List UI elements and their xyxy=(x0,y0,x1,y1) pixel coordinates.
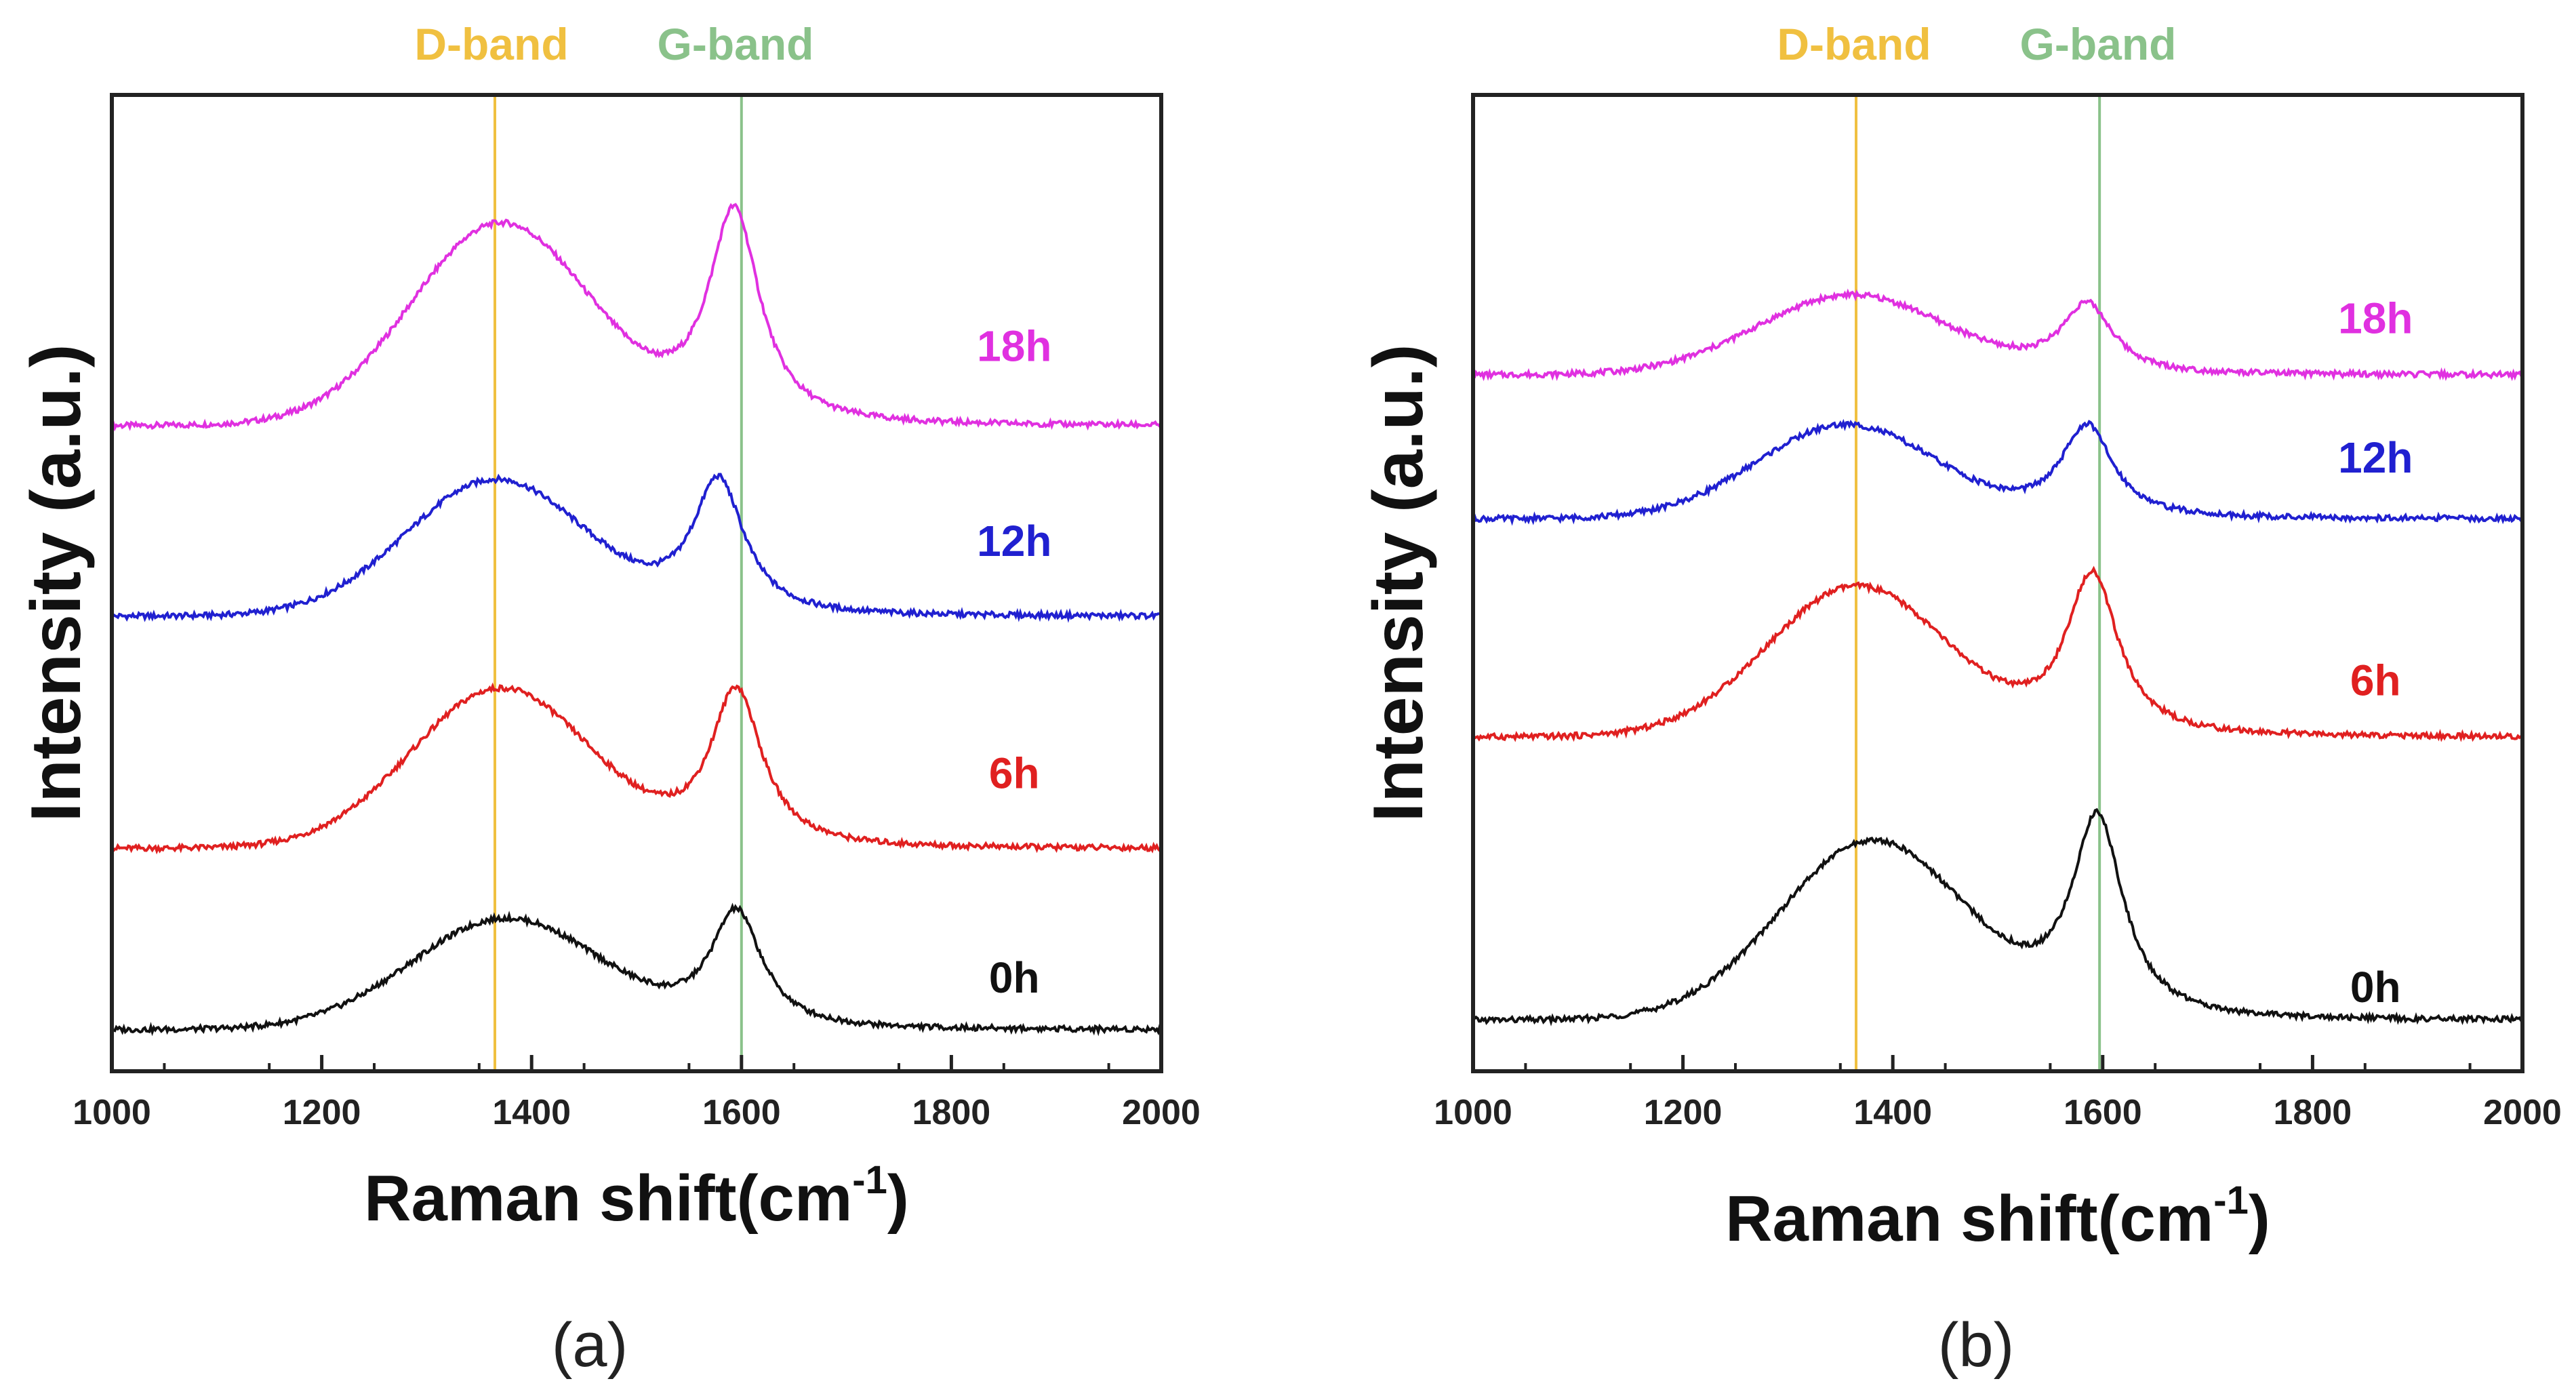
series-label-12h: 12h xyxy=(2338,433,2413,482)
x-ticks-a: 1000 1200 1400 1600 1800 2000 xyxy=(73,1055,1201,1132)
spectrum-6h xyxy=(1472,565,2524,742)
y-axis-label-a: Intensity (a.u.) xyxy=(17,344,96,822)
series-label-18h: 18h xyxy=(977,322,1051,371)
series-label-12h: 12h xyxy=(977,517,1051,565)
spectrum-0h xyxy=(1472,807,2523,1026)
g-band-label-b: G-band xyxy=(2020,19,2177,69)
spectrum-6h xyxy=(111,682,1162,855)
series-label-6h: 6h xyxy=(989,749,1040,798)
panel-b: 18h 12h 6h 0h 1000 1200 1400 1600 1800 2000 D-ba… xyxy=(1359,19,2562,1380)
x-tick-label: 1200 xyxy=(283,1093,361,1132)
spectrum-12h xyxy=(110,473,1162,623)
spectrum-0h xyxy=(111,902,1163,1037)
series-label-18h: 18h xyxy=(2338,294,2413,342)
x-tick-label: 1400 xyxy=(1853,1093,1932,1132)
x-axis-label-a: Raman shift(cm-1) xyxy=(364,1158,909,1235)
series-label-0h: 0h xyxy=(989,953,1040,1002)
x-tick-label: 1400 xyxy=(492,1093,571,1132)
spectra-b: 18h 12h 6h 0h xyxy=(1472,288,2524,1026)
spectra-a: 18h 12h 6h 0h xyxy=(110,203,1163,1037)
x-tick-label: 2000 xyxy=(1122,1093,1201,1132)
x-tick-label: 1600 xyxy=(702,1093,781,1132)
band-guides-b xyxy=(1855,95,2101,1071)
x-tick-label: 1000 xyxy=(73,1093,151,1132)
spectrum-18h xyxy=(1472,288,2523,382)
y-axis-label-b: Intensity (a.u.) xyxy=(1359,344,1438,822)
x-tick-label: 1200 xyxy=(1644,1093,1723,1132)
x-tick-label: 1800 xyxy=(2274,1093,2352,1132)
x-tick-label: 1000 xyxy=(1434,1093,1512,1132)
series-label-0h: 0h xyxy=(2350,963,2401,1012)
plot-frame-a xyxy=(110,93,1163,1073)
g-band-label-a: G-band xyxy=(658,19,814,69)
series-label-6h: 6h xyxy=(2350,656,2401,705)
d-band-label-b: D-band xyxy=(1777,19,1931,69)
x-tick-label: 1800 xyxy=(912,1093,991,1132)
spectrum-12h xyxy=(1472,418,2524,526)
plot-frame-b xyxy=(1471,93,2524,1073)
x-ticks-b: 1000 1200 1400 1600 1800 2000 xyxy=(1434,1055,2562,1132)
d-band-label-a: D-band xyxy=(414,19,568,69)
x-tick-label: 1600 xyxy=(2064,1093,2142,1132)
x-axis-label-b: Raman shift(cm-1) xyxy=(1725,1178,2270,1255)
spectrum-18h xyxy=(110,203,1163,432)
caption-a: (a) xyxy=(552,1311,628,1380)
panel-a: 18h 12h 6h 0h 1000 1200 1400 1600 1800 2000 D-ba… xyxy=(17,19,1201,1380)
x-tick-label: 2000 xyxy=(2483,1093,2562,1132)
caption-b: (b) xyxy=(1938,1311,2014,1380)
